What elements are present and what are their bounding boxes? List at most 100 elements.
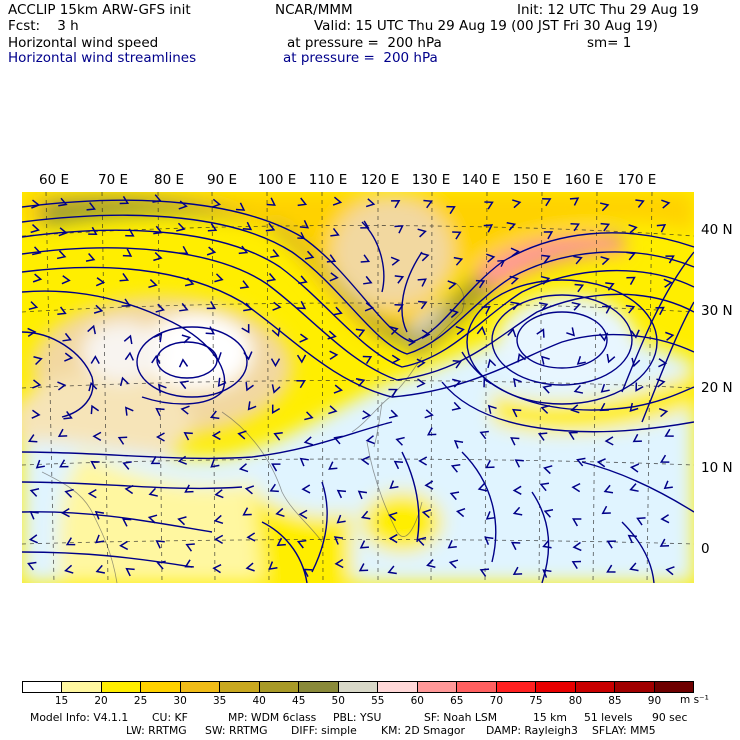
footer-km: KM: 2D Smagor — [381, 724, 465, 737]
lat-label: 0 — [701, 541, 710, 557]
footer-sw: SW: RRTMG — [205, 724, 268, 737]
streamline-arrow — [333, 435, 343, 445]
streamline-arrow — [213, 514, 224, 524]
colorbar-tick-label: 15 — [54, 695, 69, 707]
colorbar-tick-label: 75 — [529, 695, 543, 707]
streamline-arrow — [32, 379, 42, 389]
streamline-arrow — [119, 376, 129, 387]
streamline-arrow — [600, 383, 610, 393]
streamline-arrow — [59, 459, 69, 468]
streamline-arrow — [124, 484, 134, 495]
streamline-arrow — [424, 480, 434, 490]
footer-model-info: Model Info: V4.1.1 — [30, 711, 129, 724]
streamline-arrow — [35, 459, 45, 469]
streamline-arrow — [659, 538, 670, 547]
streamline-arrow — [627, 534, 637, 544]
streamline-arrow — [211, 430, 221, 441]
colorbar-swatch — [180, 682, 221, 692]
colorbar-swatch — [378, 682, 418, 692]
colorbar-swatch — [220, 682, 260, 692]
streamline-arrow — [124, 351, 135, 361]
streamline-arrow — [245, 381, 254, 392]
streamline-arrow — [417, 228, 427, 238]
streamline-arrow — [62, 332, 72, 342]
streamline-arrow — [484, 201, 494, 210]
streamline-arrow — [206, 301, 217, 310]
streamline-arrow — [449, 308, 459, 319]
streamline-arrow — [296, 300, 307, 310]
streamline-arrow — [95, 564, 106, 574]
streamline-arrow — [600, 222, 611, 232]
streamline-arrow — [357, 490, 368, 500]
streamline-arrow — [183, 432, 193, 441]
streamline-arrow — [389, 326, 399, 336]
streamline-arrow — [90, 404, 100, 415]
streamline-arrow — [32, 246, 42, 256]
streamline-arrow — [57, 381, 67, 391]
colorbar-unit: m s⁻¹ — [680, 694, 709, 706]
streamline-arrow — [360, 510, 371, 520]
streamline-arrow — [92, 431, 102, 442]
streamline-arrow — [296, 539, 307, 549]
streamline-arrow — [570, 404, 580, 414]
streamline-arrow — [510, 247, 520, 257]
streamline-arrow — [358, 563, 369, 572]
field-wind-speed: Horizontal wind speed — [8, 35, 159, 51]
streamline-arrow — [538, 302, 549, 311]
streamline-arrow — [517, 353, 526, 363]
colorbar-tick-label: 60 — [410, 695, 424, 707]
streamline-arrow — [479, 430, 489, 440]
streamline-arrow — [153, 332, 163, 343]
streamline-arrow — [447, 540, 457, 549]
streamline-arrow — [242, 221, 253, 231]
streamline-arrow — [155, 540, 165, 549]
streamline-arrow — [487, 358, 497, 369]
streamline-arrow — [177, 516, 187, 526]
streamline-arrow — [512, 377, 522, 388]
streamline-arrow — [630, 329, 640, 339]
streamline-arrow — [88, 226, 98, 236]
streamline-arrow — [179, 302, 189, 312]
streamline-arrow — [58, 227, 68, 237]
streamline-arrow — [606, 353, 616, 364]
streamline-arrow — [475, 279, 486, 289]
streamline-arrow — [603, 484, 614, 494]
streamline-arrow — [28, 301, 39, 311]
streamline-arrow — [326, 254, 337, 263]
streamline-arrow — [212, 564, 222, 574]
streamline-arrow — [238, 245, 249, 255]
streamline-arrow — [512, 506, 523, 516]
lon-label: 130 E — [411, 172, 451, 188]
streamline-arrow — [329, 272, 339, 282]
streamline-arrow — [543, 508, 554, 518]
streamline-arrow — [659, 454, 670, 463]
streamline-arrow — [296, 354, 307, 364]
streamline-arrow — [87, 488, 97, 499]
lon-label: 160 E — [564, 172, 604, 188]
streamline-arrow — [28, 534, 38, 544]
streamline-arrow — [179, 380, 189, 390]
streamline-arrow — [355, 328, 366, 338]
streamline-arrow — [394, 275, 405, 284]
streamline-arrow — [33, 356, 43, 366]
colorbar-swatch — [62, 682, 102, 692]
streamline-arrow — [211, 198, 222, 208]
streamline-arrow — [600, 256, 610, 266]
streamline-arrow — [362, 355, 373, 365]
streamline-arrow — [605, 282, 615, 291]
footer-timestep: 90 sec — [652, 711, 688, 724]
streamline-arrow — [452, 231, 462, 240]
streamline-arrow — [95, 277, 106, 287]
streamline-arrow — [303, 568, 313, 577]
streamline-arrow — [333, 306, 343, 316]
streamline-arrow — [542, 384, 552, 394]
streamline-arrow — [632, 433, 642, 443]
streamline-arrow — [214, 534, 224, 545]
streamline-arrow — [296, 379, 306, 389]
colorbar — [22, 681, 694, 693]
streamline-arrow — [270, 249, 280, 258]
lon-label: 90 E — [207, 172, 237, 188]
streamline-arrows — [27, 194, 675, 578]
streamline-arrow — [665, 331, 675, 341]
streamline-arrow — [420, 252, 430, 262]
